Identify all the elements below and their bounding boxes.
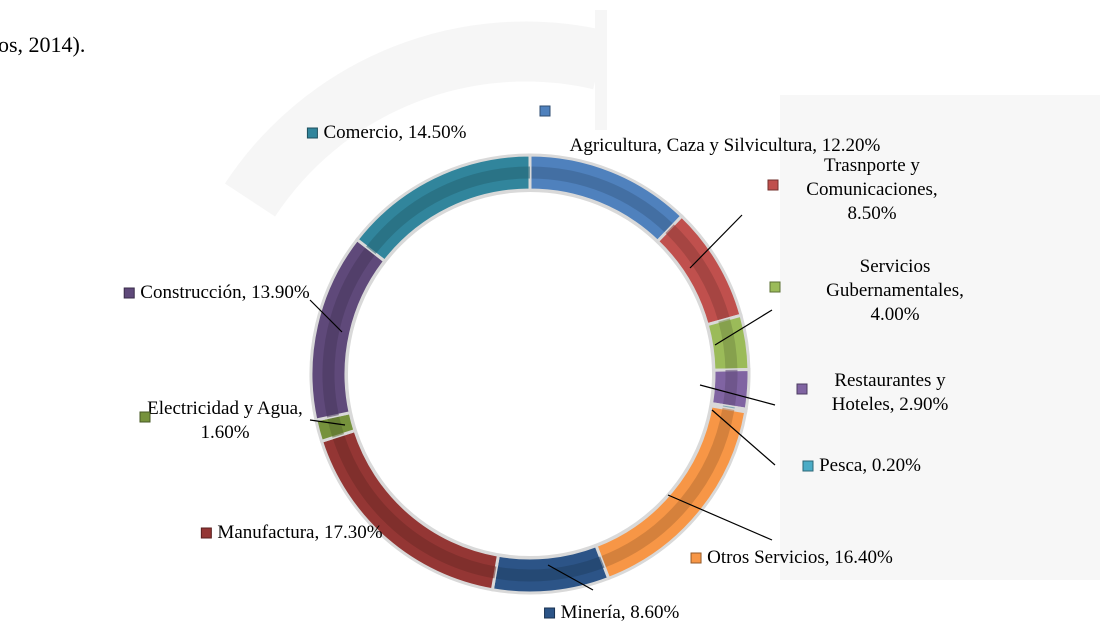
data-label: Pesca, 0.20%	[819, 455, 921, 476]
label-marker	[200, 527, 212, 539]
watermark-arc	[224, 21, 607, 217]
watermark-bar	[595, 10, 607, 130]
segment-bevel	[366, 166, 531, 255]
document-text: os, 2014).	[0, 32, 85, 57]
label-marker	[544, 607, 556, 619]
watermark	[224, 10, 1100, 580]
data-label: Construcción, 13.90%	[140, 282, 310, 303]
leader-line	[309, 419, 346, 426]
label-marker	[802, 460, 814, 472]
label-line: Otros Servicios, 16.40%	[707, 547, 893, 568]
label-line: 1.60%	[200, 422, 249, 443]
label-line: Construcción, 13.90%	[140, 282, 310, 303]
inner-hole	[346, 190, 714, 558]
data-label: Restaurantes y Hoteles, 2.90%	[832, 370, 949, 415]
label-marker	[139, 411, 151, 423]
label-marker	[690, 552, 702, 564]
data-label: Servicios Gubernamentales, 4.00%	[826, 256, 964, 325]
label-line: Restaurantes y	[834, 370, 946, 391]
data-label: Otros Servicios, 16.40%	[707, 547, 893, 568]
label-line: Servicios	[860, 256, 931, 277]
label-line: Hoteles, 2.90%	[832, 394, 949, 415]
segment-bevel	[722, 369, 738, 408]
data-label: Comercio, 14.50%	[323, 122, 466, 143]
segment-bevel	[494, 556, 605, 582]
segment-bevel	[327, 415, 344, 438]
data-label: Electricidad y Agua, 1.60%	[147, 398, 303, 443]
label-line: Comunicaciones,	[806, 179, 937, 200]
label-line: Agricultura, Caza y Silvicultura, 12.20%	[570, 135, 881, 156]
label-line: Manufactura, 17.30%	[217, 522, 382, 543]
label-line: Gubernamentales,	[826, 280, 964, 301]
label-marker	[769, 281, 781, 293]
segment-bevel	[322, 246, 376, 418]
leader-line	[547, 564, 594, 591]
segment-bevel	[529, 166, 674, 234]
segment-bevel	[332, 434, 497, 579]
segment-bevel	[665, 224, 730, 322]
segment-bevel	[718, 318, 738, 371]
label-marker	[306, 127, 318, 139]
label-line: Comercio, 14.50%	[323, 122, 466, 143]
label-line: Pesca, 0.20%	[819, 455, 921, 476]
data-label: Trasnporte y Comunicaciones, 8.50%	[806, 155, 937, 224]
label-line: Electricidad y Agua,	[147, 398, 303, 419]
label-marker	[123, 287, 135, 299]
data-label: Agricultura, Caza y Silvicultura, 12.20%	[570, 135, 881, 156]
leader-line	[667, 494, 773, 541]
chart: Agricultura, Caza y Silvicultura, 12.20%…	[123, 105, 964, 623]
label-marker	[539, 105, 551, 117]
label-line: 8.50%	[847, 203, 896, 224]
label-marker	[796, 383, 808, 395]
data-label: Manufactura, 17.30%	[217, 522, 382, 543]
leader-line	[689, 214, 743, 269]
leader-line	[699, 384, 776, 406]
leader-line	[711, 409, 776, 466]
leader-line	[714, 309, 773, 346]
label-line: 4.00%	[870, 304, 919, 325]
label-line: Minería, 8.60%	[561, 602, 680, 623]
leader-line	[309, 299, 343, 333]
label-marker	[767, 179, 779, 191]
data-label: Minería, 8.60%	[561, 602, 680, 623]
watermark-panel	[780, 95, 1100, 580]
label-line: Trasnporte y	[824, 155, 920, 176]
